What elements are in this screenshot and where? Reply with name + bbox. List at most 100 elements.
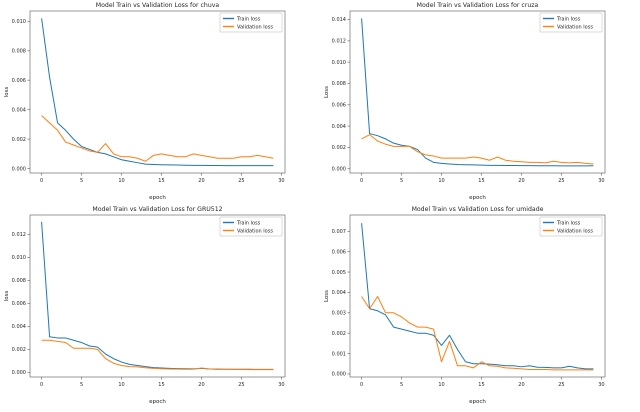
y-tick-label: 0.006 (332, 102, 346, 108)
x-tick-label: 0 (40, 178, 43, 184)
train-loss-legend-label: Train loss (556, 220, 581, 226)
y-tick-label: 0.006 (12, 301, 26, 307)
plot-frame (349, 10, 606, 174)
x-tick-label: 20 (518, 178, 524, 184)
y-tick-label: 0.002 (12, 347, 26, 353)
y-tick-label: 0.010 (12, 19, 26, 25)
x-tick-label: 5 (80, 178, 83, 184)
y-tick-label: 0.000 (12, 370, 26, 376)
chart-title: Model Train vs Validation Loss for cruza (417, 2, 539, 9)
x-tick-label: 25 (558, 382, 564, 388)
x-tick-label: 15 (158, 178, 164, 184)
legend-box (219, 12, 283, 33)
y-tick-label: 0.004 (332, 124, 346, 130)
y-tick-label: 0.008 (12, 278, 26, 284)
plot-frame (349, 214, 606, 378)
validation-loss-legend-label: Validation loss (557, 228, 593, 234)
x-axis-label: epoch (469, 195, 486, 201)
x-tick-label: 30 (278, 178, 284, 184)
y-tick-label: 0.000 (332, 166, 346, 172)
y-tick-label: 0.010 (12, 255, 26, 261)
x-tick-label: 25 (238, 382, 244, 388)
y-tick-label: 0.002 (332, 331, 346, 337)
y-tick-label: 0.004 (332, 290, 346, 296)
legend-box (539, 12, 603, 33)
y-tick-label: 0.003 (332, 311, 346, 317)
y-tick-label: 0.014 (332, 17, 346, 23)
x-tick-label: 0 (360, 382, 363, 388)
legend: Train loss Validation loss (219, 216, 283, 237)
x-tick-label: 15 (158, 382, 164, 388)
validation-loss-line (361, 296, 594, 371)
validation-loss-legend-label: Validation loss (237, 228, 273, 234)
x-tick-label: 10 (118, 178, 124, 184)
chart-title: Model Train vs Validation Loss for chuva (96, 2, 220, 9)
y-axis-label: Loss (324, 86, 330, 98)
loss-chart-svg: Model Train vs Validation Loss for chuva… (4, 2, 286, 201)
x-tick-label: 10 (438, 178, 444, 184)
x-tick-label: 30 (598, 178, 604, 184)
y-tick-label: 0.006 (332, 249, 346, 255)
x-tick-label: 5 (400, 178, 403, 184)
x-axis-label: epoch (469, 399, 486, 405)
y-tick-label: 0.002 (12, 137, 26, 143)
legend: Train loss Validation loss (539, 12, 603, 33)
legend-box (219, 216, 283, 237)
chart-panel-top-left: Model Train vs Validation Loss for chuva… (0, 0, 320, 204)
y-tick-label: 0.007 (332, 229, 346, 235)
x-tick-label: 10 (118, 382, 124, 388)
chart-title: Model Train vs Validation Loss for umida… (412, 206, 544, 213)
y-axis-label: loss (4, 291, 10, 302)
x-tick-label: 5 (80, 382, 83, 388)
chart-title: Model Train vs Validation Loss for GRU51… (92, 206, 222, 213)
x-axis-label: epoch (149, 399, 166, 405)
plot-frame (29, 10, 286, 174)
x-tick-label: 0 (360, 178, 363, 184)
y-tick-label: 0.010 (332, 60, 346, 66)
y-tick-label: 0.008 (12, 48, 26, 54)
legend: Train loss Validation loss (539, 216, 603, 237)
y-tick-label: 0.005 (332, 270, 346, 276)
x-tick-label: 20 (198, 382, 204, 388)
y-tick-label: 0.000 (332, 372, 346, 378)
x-tick-label: 15 (478, 178, 484, 184)
legend: Train loss Validation loss (219, 12, 283, 33)
train-loss-line (41, 18, 274, 167)
y-tick-label: 0.004 (12, 324, 26, 330)
y-tick-label: 0.008 (332, 81, 346, 87)
validation-loss-line (361, 134, 594, 165)
x-tick-label: 25 (238, 178, 244, 184)
x-tick-label: 5 (400, 382, 403, 388)
x-tick-label: 30 (598, 382, 604, 388)
plot-frame (29, 214, 286, 378)
y-axis-label: loss (4, 87, 10, 98)
x-tick-label: 20 (198, 178, 204, 184)
chart-panel-bottom-right: Model Train vs Validation Loss for umida… (320, 204, 640, 409)
train-loss-legend-label: Train loss (236, 220, 261, 226)
x-tick-label: 15 (478, 382, 484, 388)
train-loss-line (41, 221, 274, 370)
train-loss-line (361, 18, 594, 167)
chart-panel-top-right: Model Train vs Validation Loss for cruza… (320, 0, 640, 204)
chart-panel-bottom-left: Model Train vs Validation Loss for GRU51… (0, 204, 320, 409)
legend-box (539, 216, 603, 237)
x-tick-label: 30 (278, 382, 284, 388)
validation-loss-legend-label: Validation loss (557, 24, 593, 30)
y-tick-label: 0.002 (332, 145, 346, 151)
y-tick-label: 0.006 (12, 78, 26, 84)
x-tick-label: 20 (518, 382, 524, 388)
validation-loss-line (41, 339, 274, 371)
y-tick-label: 0.001 (332, 351, 346, 357)
loss-chart-svg: Model Train vs Validation Loss for cruza… (324, 2, 606, 201)
x-tick-label: 10 (438, 382, 444, 388)
y-tick-label: 0.012 (332, 39, 346, 45)
y-tick-label: 0.012 (12, 232, 26, 238)
train-loss-legend-label: Train loss (236, 16, 261, 22)
x-tick-label: 0 (40, 382, 43, 388)
train-loss-legend-label: Train loss (556, 16, 581, 22)
y-tick-label: 0.000 (12, 166, 26, 172)
y-axis-label: Loss (324, 290, 330, 302)
validation-loss-legend-label: Validation loss (237, 24, 273, 30)
x-axis-label: epoch (149, 195, 166, 201)
